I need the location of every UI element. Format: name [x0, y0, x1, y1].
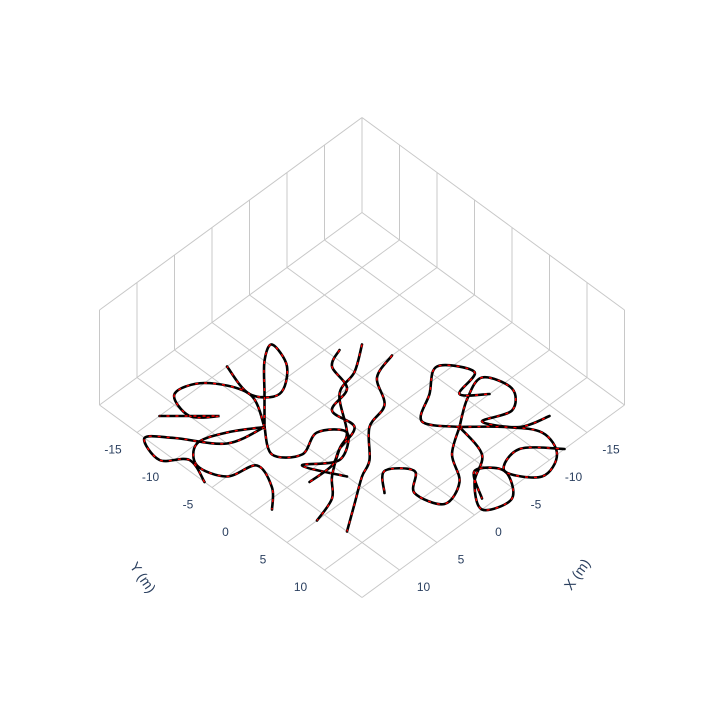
trajectory-dashed — [309, 349, 356, 483]
box-edge — [361, 404, 625, 598]
y-tick-label: -15 — [104, 442, 122, 456]
y-grid-line — [136, 239, 400, 433]
trajectory-dashed — [458, 426, 514, 511]
x-axis-title: X (m) — [561, 556, 594, 593]
x-tick-label: -10 — [565, 470, 583, 484]
x-tick-label: 10 — [417, 580, 431, 594]
trajectory-dashed — [420, 364, 490, 428]
y-grid-line — [174, 267, 438, 461]
walls — [99, 117, 625, 598]
x-grid-line — [324, 239, 588, 433]
box-edge — [361, 117, 625, 311]
trajectory-dashed — [143, 426, 265, 483]
y-axis-title: Y (m) — [127, 559, 160, 596]
x-grid-line — [136, 377, 400, 571]
y-grid-line — [324, 377, 588, 571]
y-tick-label: 10 — [294, 580, 308, 594]
x-tick-label: -15 — [602, 442, 620, 456]
box-edge — [99, 404, 363, 598]
trajectory-dashed — [381, 426, 461, 505]
box-edge — [361, 212, 625, 406]
y-tick-label: 5 — [260, 552, 267, 566]
x-tick-label: 5 — [458, 552, 465, 566]
trajectory — [419, 363, 491, 429]
y-grid-line — [211, 294, 475, 488]
trajectory-dashed — [192, 426, 274, 510]
trajectory-dashed — [316, 344, 363, 521]
y-tick-label: 0 — [222, 525, 229, 539]
y-grid-line — [286, 349, 550, 543]
trajectory — [142, 425, 266, 484]
y-tick-label: -10 — [142, 470, 160, 484]
y-grid-line — [249, 322, 513, 516]
trajectory-dashed — [346, 355, 393, 532]
y-tick-label: -5 — [183, 497, 194, 511]
x-tick-label: -5 — [531, 497, 542, 511]
trajectory — [158, 381, 266, 429]
x-grid-line — [174, 349, 438, 543]
trajectory — [458, 375, 551, 429]
box-edge — [99, 117, 363, 311]
trajectory — [458, 425, 566, 479]
trajectory — [381, 425, 461, 506]
trajectory — [458, 425, 515, 512]
trajectory — [263, 425, 350, 478]
trajectory-dashed — [458, 376, 550, 428]
box-edge — [99, 212, 363, 406]
x-tick-label: 0 — [495, 525, 502, 539]
